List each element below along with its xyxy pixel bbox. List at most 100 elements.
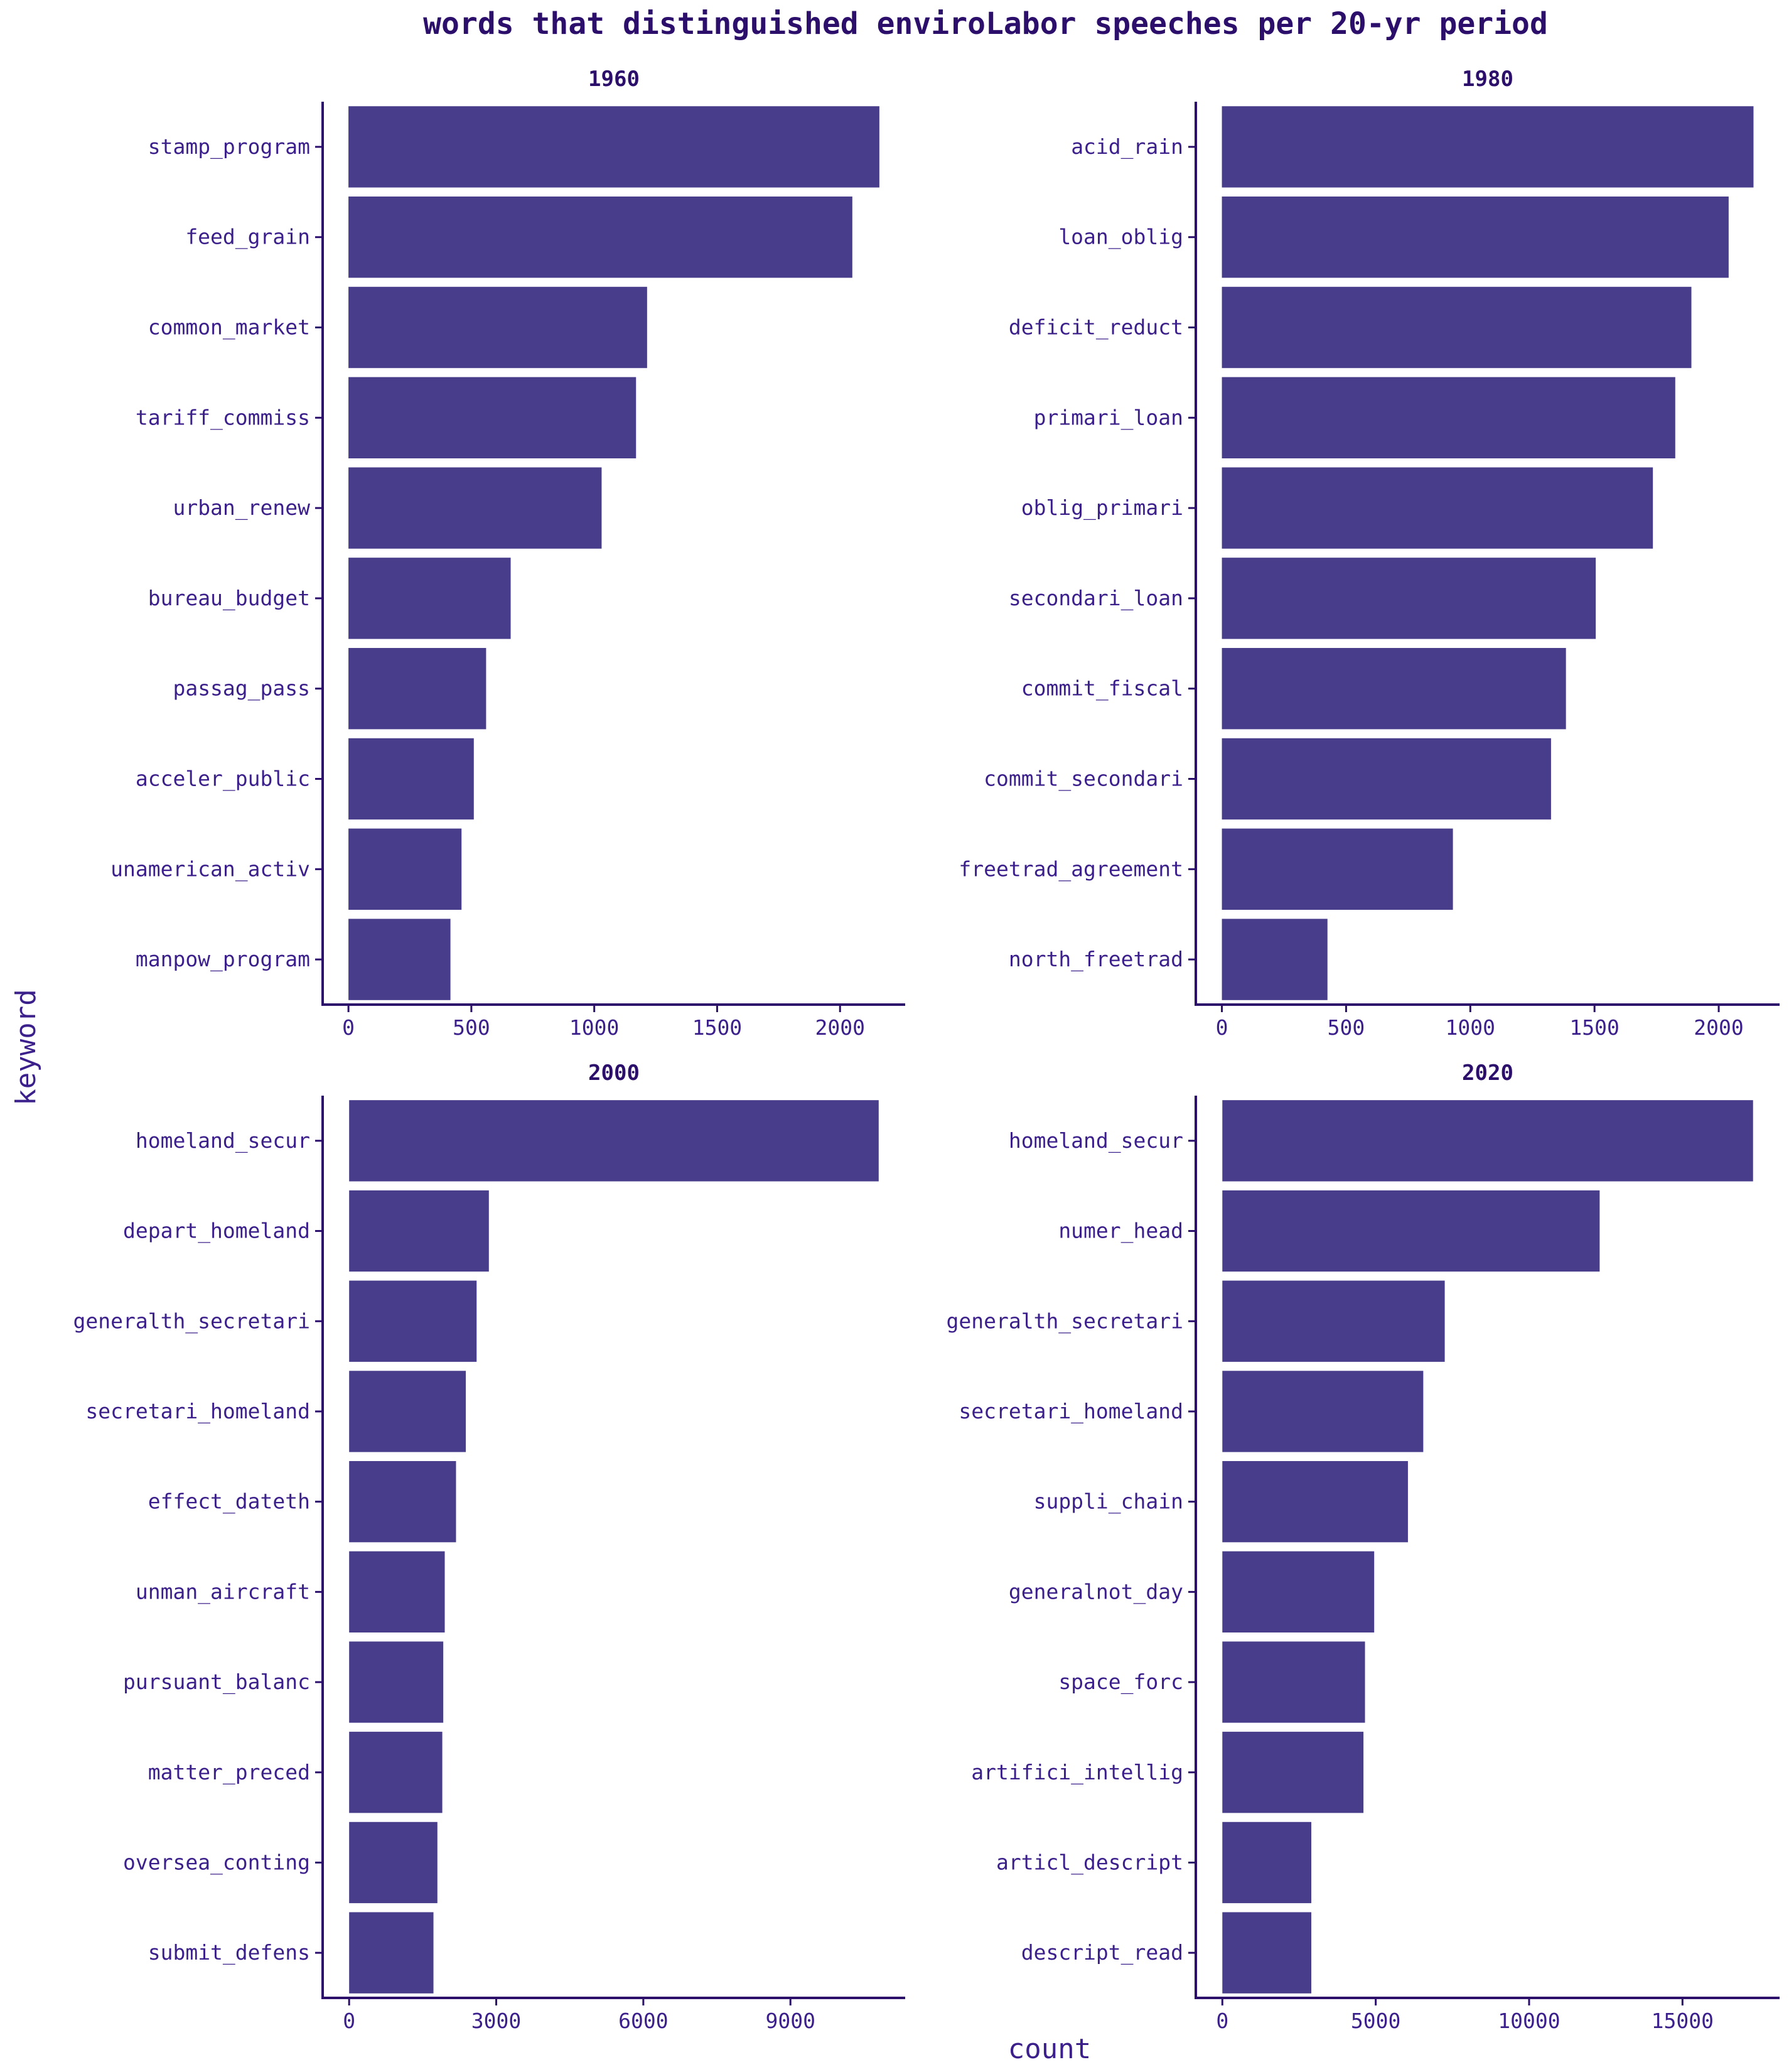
facet-panel-1960: 1960 stamp_program feed_grain common_market… xyxy=(110,67,905,1040)
x-tick-label: 1500 xyxy=(692,1015,742,1040)
x-tick-label: 500 xyxy=(453,1015,490,1040)
bar xyxy=(1222,828,1453,910)
y-tick-label: pursuant_balanc xyxy=(123,1670,310,1695)
y-tick-label: unamerican_activ xyxy=(110,856,310,882)
facet-panel-2000: 2000 homeland_secur depart_homelandgeneral… xyxy=(73,1060,905,2033)
y-tick-label: bureau_budget xyxy=(148,586,310,611)
bar xyxy=(1222,1732,1364,1813)
y-tick-label: acid_rain xyxy=(1071,134,1183,159)
bar xyxy=(348,196,852,278)
x-axis-title: count xyxy=(1008,2033,1091,2065)
chart-title: words that distinguished enviroLabor spe… xyxy=(423,6,1548,41)
y-tick-label: oblig_primari xyxy=(1021,495,1183,521)
y-tick-label: unman_aircraft xyxy=(136,1579,310,1604)
y-tick-label: matter_preced xyxy=(148,1760,310,1785)
bar xyxy=(1222,1280,1445,1362)
y-tick-label: numer_head xyxy=(1058,1219,1183,1244)
y-tick-label: tariff_commiss xyxy=(136,405,310,430)
bar xyxy=(349,1190,489,1272)
bar xyxy=(1222,647,1566,730)
y-tick-label: urban_renew xyxy=(173,495,310,521)
y-axis-title: keyword xyxy=(10,989,42,1105)
bar xyxy=(349,1912,434,1994)
facet-panel-1980: 1980 acid_rain loan_oblig deficit_reductpri… xyxy=(959,67,1780,1040)
y-tick-label: secondari_loan xyxy=(1009,586,1183,611)
bar xyxy=(348,647,486,730)
x-tick-label: 9000 xyxy=(765,2009,815,2033)
y-tick-label: acceler_public xyxy=(136,767,310,792)
x-tick-label: 1500 xyxy=(1569,1015,1619,1040)
bar xyxy=(348,738,474,820)
x-tick-label: 0 xyxy=(1216,1015,1228,1040)
y-tick-label: feed_grain xyxy=(185,225,310,250)
y-tick-label: space_forc xyxy=(1058,1670,1183,1695)
x-tick-label: 10000 xyxy=(1498,2009,1560,2033)
bar xyxy=(1222,1821,1311,1904)
y-tick-label: homeland_secur xyxy=(1009,1128,1183,1153)
facet-panel-2020: 2020 homeland_secur numer_head generalth_se… xyxy=(947,1060,1780,2033)
y-tick-label: generalnot_day xyxy=(1009,1579,1183,1604)
bar xyxy=(1222,1912,1311,1994)
x-tick-label: 5000 xyxy=(1351,2009,1400,2033)
y-tick-label: secretari_homeland xyxy=(85,1399,310,1424)
facet-title: 2020 xyxy=(1462,1060,1513,1086)
x-tick-label: 0 xyxy=(342,1015,355,1040)
y-tick-label: commit_fiscal xyxy=(1021,676,1183,701)
bar xyxy=(348,919,451,1000)
bar xyxy=(348,558,511,639)
y-tick-label: north_freetrad xyxy=(1009,947,1183,972)
y-tick-label: freetrad_agreement xyxy=(959,856,1183,882)
bar xyxy=(1222,1190,1600,1272)
bar xyxy=(1222,467,1653,549)
bar xyxy=(349,1821,438,1904)
facet-title: 1960 xyxy=(588,67,640,92)
bar xyxy=(348,467,602,549)
y-tick-label: generalth_secretari xyxy=(73,1308,311,1334)
y-tick-label: common_market xyxy=(148,315,310,340)
y-tick-label: secretari_homeland xyxy=(959,1399,1183,1424)
bar xyxy=(1222,1371,1424,1452)
bar xyxy=(1222,286,1692,369)
y-tick-label: passag_pass xyxy=(173,676,310,701)
y-tick-label: depart_homeland xyxy=(123,1219,310,1244)
x-tick-label: 6000 xyxy=(618,2009,668,2033)
x-tick-label: 0 xyxy=(1216,2009,1228,2033)
bar xyxy=(1222,738,1551,820)
bar xyxy=(348,828,462,910)
y-tick-label: artifici_intellig xyxy=(971,1760,1183,1785)
bar xyxy=(1222,377,1675,459)
bar xyxy=(349,1280,477,1362)
y-tick-label: descript_read xyxy=(1021,1940,1183,1965)
bar xyxy=(349,1641,444,1723)
y-tick-label: loan_oblig xyxy=(1058,225,1183,250)
bar xyxy=(1222,196,1729,278)
bar xyxy=(1222,106,1754,188)
bar xyxy=(349,1732,443,1813)
bar xyxy=(1222,1460,1408,1543)
x-tick-label: 500 xyxy=(1328,1015,1365,1040)
bar xyxy=(348,106,879,188)
y-tick-label: effect_dateth xyxy=(148,1489,310,1514)
x-tick-label: 3000 xyxy=(471,2009,521,2033)
y-tick-label: articl_descript xyxy=(996,1850,1183,1875)
bar xyxy=(1222,1641,1365,1723)
bar xyxy=(349,1100,879,1182)
y-tick-label: deficit_reduct xyxy=(1009,315,1183,340)
bar xyxy=(348,286,647,369)
bar xyxy=(349,1371,466,1452)
y-tick-label: commit_secondari xyxy=(984,767,1183,792)
facet-panels: 1960 stamp_program feed_grain common_market… xyxy=(73,67,1780,2033)
bar xyxy=(1222,558,1596,639)
x-tick-label: 2000 xyxy=(1694,1015,1743,1040)
x-tick-label: 15000 xyxy=(1652,2009,1714,2033)
y-tick-label: submit_defens xyxy=(148,1940,310,1965)
x-tick-label: 0 xyxy=(343,2009,355,2033)
bar xyxy=(349,1551,445,1633)
facet-title: 1980 xyxy=(1462,67,1513,92)
bar xyxy=(1222,1551,1375,1633)
y-tick-label: homeland_secur xyxy=(136,1128,310,1153)
y-tick-label: stamp_program xyxy=(148,134,310,159)
x-tick-label: 2000 xyxy=(815,1015,864,1040)
